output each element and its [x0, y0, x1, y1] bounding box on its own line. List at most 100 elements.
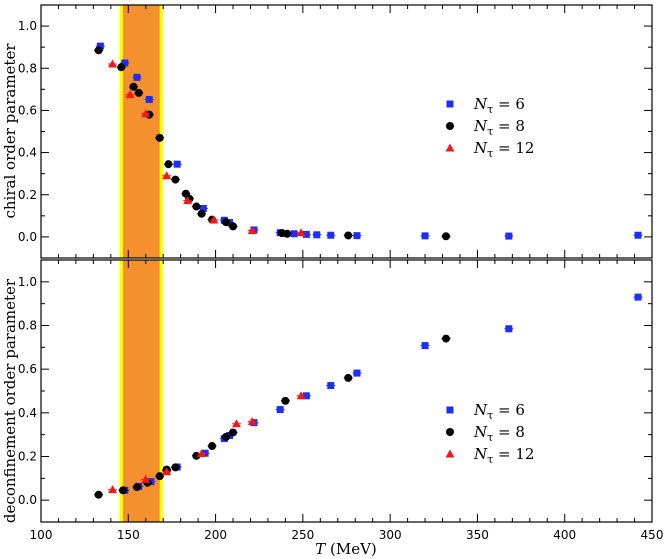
data-point: [141, 474, 151, 483]
y-tick-label: 0.0: [18, 230, 37, 244]
data-point: [125, 90, 135, 99]
data-point: [121, 59, 129, 67]
data-point: [290, 230, 298, 238]
data-point: [155, 133, 164, 142]
data-point: [134, 88, 143, 97]
x-tick-label: 250: [291, 528, 314, 542]
y-tick-label: 0.0: [18, 493, 37, 507]
data-point: [208, 442, 217, 451]
series-square: [120, 293, 643, 494]
data-point: [327, 231, 335, 239]
data-point: [94, 46, 103, 55]
legend-marker: [446, 406, 454, 414]
x-tick-label: 100: [30, 528, 53, 542]
data-point: [171, 175, 180, 184]
legend-marker: [446, 100, 454, 108]
legend-label: Nτ = 12: [473, 445, 534, 466]
y-tick-label: 1.0: [18, 275, 37, 289]
data-point: [162, 467, 172, 476]
data-point: [505, 232, 513, 240]
data-point: [302, 230, 310, 238]
x-axis-title: T (MeV): [315, 540, 377, 558]
data-point: [353, 369, 361, 377]
data-point: [145, 95, 153, 103]
y-tick-label: 0.4: [18, 146, 37, 160]
data-point: [283, 229, 292, 238]
x-tick-label: 150: [117, 528, 140, 542]
legend-marker: [446, 428, 454, 436]
data-point: [222, 218, 231, 227]
data-point: [209, 215, 219, 224]
data-point: [171, 463, 180, 472]
data-point: [442, 334, 451, 343]
data-point: [276, 406, 284, 414]
data-point: [119, 486, 128, 495]
data-point: [197, 209, 206, 218]
data-point: [344, 373, 353, 382]
legend-entry: Nτ = 8: [446, 423, 525, 444]
y-tick-label: 0.4: [18, 406, 37, 420]
data-point: [296, 391, 306, 400]
data-point: [197, 449, 207, 458]
series-triangle: [108, 59, 306, 237]
data-point: [164, 160, 173, 169]
data-point: [353, 232, 361, 240]
y-tick-label: 0.6: [18, 362, 37, 376]
data-point: [108, 485, 118, 494]
data-point: [313, 231, 321, 239]
y-tick-label: 0.6: [18, 103, 37, 117]
series-triangle: [108, 391, 306, 494]
legend-entry: Nτ = 8: [446, 117, 525, 138]
data-point: [247, 226, 257, 235]
x-tick-label: 450: [641, 528, 664, 542]
data-point: [247, 417, 257, 426]
x-tick-label: 400: [553, 528, 576, 542]
data-point: [108, 59, 118, 68]
data-point: [296, 228, 306, 237]
y-tick-label: 1.0: [18, 19, 37, 33]
legend-label: Nτ = 6: [473, 401, 525, 422]
data-point: [344, 231, 353, 240]
legend-label: Nτ = 12: [473, 139, 534, 160]
data-point: [442, 232, 451, 241]
data-point: [141, 109, 151, 118]
y-axis-title-deconfinement: deconfinement order parameter: [1, 278, 19, 523]
y-tick-label: 0.8: [18, 61, 37, 75]
data-point: [199, 204, 207, 212]
legend-marker: [446, 122, 454, 130]
data-point: [232, 419, 242, 428]
legend-marker: [445, 143, 455, 152]
legend-label: Nτ = 8: [473, 117, 525, 138]
legend-label: Nτ = 6: [473, 95, 525, 116]
data-point: [634, 293, 642, 301]
x-tick-label: 350: [466, 528, 489, 542]
data-point: [133, 73, 141, 81]
x-tick-label: 200: [204, 528, 227, 542]
data-point: [229, 428, 238, 437]
y-tick-label: 0.8: [18, 319, 37, 333]
data-point: [634, 231, 642, 239]
data-point: [281, 396, 290, 405]
data-point: [155, 472, 164, 481]
data-point: [505, 325, 513, 333]
data-point: [133, 483, 142, 492]
legend-label: Nτ = 8: [473, 423, 525, 444]
legend-entry: Nτ = 6: [446, 95, 525, 116]
legend-entry: Nτ = 12: [445, 445, 534, 466]
legend-marker: [445, 449, 455, 458]
y-tick-label: 0.2: [18, 450, 37, 464]
data-point: [162, 171, 172, 180]
data-point: [96, 42, 104, 50]
data-point: [222, 432, 231, 441]
chiral-panel: 0.0 0.2 0.4 0.6 0.8 1.0 Nτ = 6Nτ = 8Nτ = 12: [18, 4, 653, 259]
data-point: [173, 160, 181, 168]
series-circle: [94, 334, 451, 499]
y-tick-label: 0.2: [18, 188, 37, 202]
x-tick-label: 300: [379, 528, 402, 542]
legend-entry: Nτ = 6: [446, 401, 525, 422]
legend-entry: Nτ = 12: [445, 139, 534, 160]
transition-band: [123, 5, 160, 258]
data-point: [421, 342, 429, 350]
data-point: [302, 392, 310, 400]
